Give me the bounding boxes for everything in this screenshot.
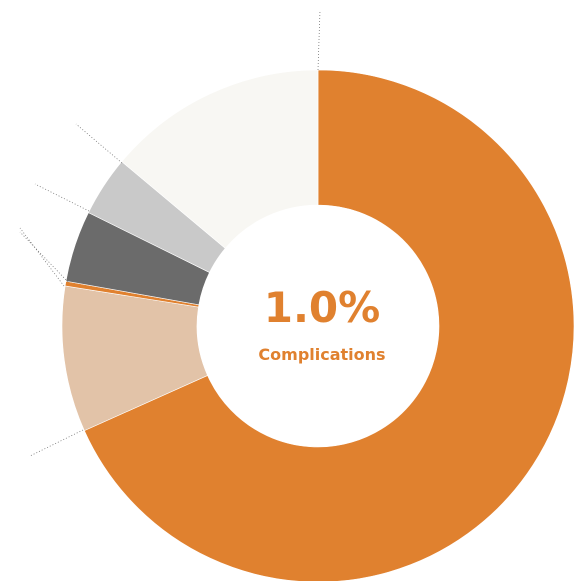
- leader-line: [34, 183, 90, 212]
- donut: [61, 69, 574, 581]
- leader-line: [317, 9, 321, 71]
- center-value: 1.0%: [264, 283, 380, 332]
- leader-line: [29, 429, 84, 457]
- donut-segment: [121, 69, 319, 249]
- donut-segment: [83, 69, 574, 581]
- leader-line: [19, 231, 69, 283]
- center-label: Complications: [258, 345, 385, 364]
- leader-line: [75, 123, 123, 164]
- leader-lines: [19, 9, 321, 457]
- leader-line: [19, 227, 65, 287]
